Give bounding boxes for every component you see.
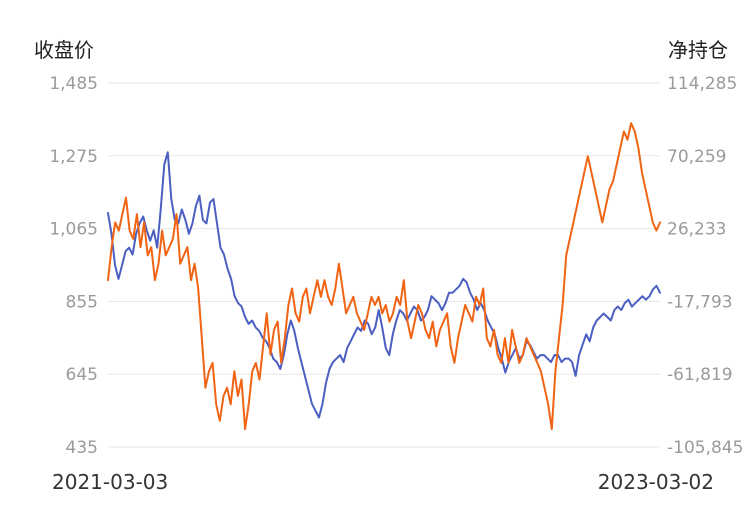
right-tick-label: -61,819 xyxy=(667,365,733,385)
left-tick-label: 855 xyxy=(66,292,98,312)
right-tick-label: 26,233 xyxy=(667,220,726,240)
right-tick-label: -105,845 xyxy=(667,438,743,458)
left-tick-label: 1,065 xyxy=(49,220,98,240)
left-axis-ticks: 1,485 1,275 1,065 855 645 435 xyxy=(49,74,98,458)
right-tick-label: -17,793 xyxy=(667,292,733,312)
left-axis-title: 收盘价 xyxy=(34,38,94,62)
x-axis-end-label: 2023-03-02 xyxy=(597,470,714,494)
left-tick-label: 1,275 xyxy=(49,147,98,167)
right-axis-ticks: 114,285 70,259 26,233 -17,793 -61,819 -105,84… xyxy=(667,74,743,458)
close-price-series-line xyxy=(107,151,661,419)
x-axis-start-label: 2021-03-03 xyxy=(52,470,169,494)
right-tick-label: 114,285 xyxy=(667,74,737,94)
right-axis-title: 净持仓 xyxy=(668,38,728,62)
right-tick-label: 70,259 xyxy=(667,147,726,167)
left-tick-label: 1,485 xyxy=(49,74,98,94)
series-lines xyxy=(107,122,661,431)
grid-lines xyxy=(108,82,660,448)
net-position-series-line xyxy=(107,122,661,431)
left-tick-label: 435 xyxy=(66,438,98,458)
left-tick-label: 645 xyxy=(66,365,98,385)
